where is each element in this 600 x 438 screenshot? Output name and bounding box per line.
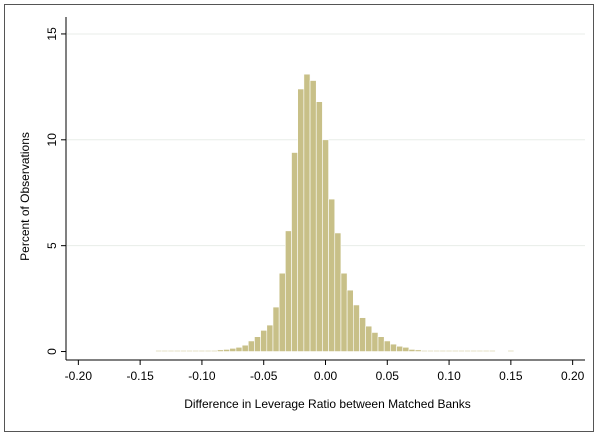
y-tick-label: 5	[45, 242, 59, 249]
histogram-bar	[173, 350, 181, 352]
histogram-bar	[371, 332, 379, 352]
histogram-chart: -0.20 -0.15 -0.10 -0.05 0.00 0.05 0.10 0.15 0.20…	[18, 17, 585, 411]
histogram-bar	[340, 272, 348, 352]
histogram-bar	[402, 346, 410, 352]
x-tick-label: -0.05	[250, 369, 278, 383]
histogram-bar	[192, 350, 200, 352]
x-tick-label: -0.15	[126, 369, 154, 383]
histogram-bar	[198, 350, 206, 352]
histogram-bar	[210, 350, 218, 352]
histogram-bar	[161, 350, 169, 352]
histogram-bar	[266, 324, 274, 352]
x-tick-label: 0.05	[376, 369, 400, 383]
x-tick-label: 0.15	[499, 369, 523, 383]
histogram-bar	[272, 306, 280, 352]
histogram-bar	[309, 80, 317, 352]
histogram-bar	[247, 340, 255, 352]
histogram-bar	[365, 325, 373, 352]
histogram-bar	[445, 350, 453, 352]
histogram-bar	[482, 350, 490, 352]
histogram-bar	[322, 139, 329, 352]
histogram-bar	[390, 343, 397, 352]
histogram-bar	[186, 350, 193, 352]
x-tick-label: 0.10	[437, 369, 461, 383]
histogram-bar	[303, 73, 311, 352]
histogram-bar	[167, 350, 175, 352]
histogram-bar	[254, 336, 261, 352]
histogram-bar	[235, 346, 243, 352]
x-axis-label: Difference in Leverage Ratio between Mat…	[184, 397, 471, 411]
histogram-bar	[328, 198, 336, 352]
histogram-bar	[433, 350, 441, 352]
histogram-bar	[334, 232, 342, 352]
histogram-bar	[297, 88, 305, 352]
histogram-bar	[241, 344, 249, 352]
histogram-bar	[488, 350, 496, 352]
histogram-bar	[285, 230, 292, 352]
chart-frame: -0.20 -0.15 -0.10 -0.05 0.00 0.05 0.10 0.15 0.20…	[4, 4, 594, 432]
y-tick-label: 0	[45, 348, 59, 355]
histogram-bar	[414, 349, 422, 352]
y-tick-label: 10	[45, 133, 59, 147]
histogram-bar	[451, 350, 459, 352]
x-tick-label: -0.20	[65, 369, 93, 383]
x-tick-label: 0.00	[314, 369, 338, 383]
histogram-bar	[427, 350, 434, 352]
histogram-bar	[439, 350, 447, 352]
histogram-bar	[260, 330, 268, 352]
histogram-bar	[229, 348, 237, 352]
x-tick-label: -0.10	[188, 369, 216, 383]
histogram-bar	[383, 340, 391, 352]
histogram-bar	[396, 345, 404, 352]
histogram-bar	[359, 317, 366, 352]
histogram-bar	[291, 152, 298, 352]
histogram-bar	[420, 350, 428, 352]
histogram-bar	[377, 336, 385, 352]
histogram-bar	[458, 350, 465, 352]
histogram-bar	[507, 350, 515, 352]
y-tick-label: 15	[45, 27, 59, 41]
histogram-bar	[476, 350, 484, 352]
histogram-bar	[346, 289, 354, 352]
histogram-bar	[155, 350, 163, 352]
x-tick-label: 0.20	[561, 369, 585, 383]
histogram-bar	[408, 349, 416, 352]
y-axis-label: Percent of Observations	[18, 132, 32, 261]
bars-layer	[155, 73, 515, 352]
histogram-bar	[217, 349, 224, 352]
histogram-bar	[470, 350, 478, 352]
histogram-bar	[204, 350, 212, 352]
x-axis-ticks: -0.20 -0.15 -0.10 -0.05 0.00 0.05 0.10 0.15 0.20	[65, 360, 585, 383]
histogram-bar	[464, 350, 471, 352]
histogram-bar	[278, 272, 286, 352]
histogram-bar	[353, 304, 360, 352]
histogram-bar	[223, 349, 231, 352]
y-axis-ticks: 0 5 10 15	[45, 27, 66, 355]
histogram-bar	[315, 101, 323, 352]
histogram-bar	[180, 350, 187, 352]
